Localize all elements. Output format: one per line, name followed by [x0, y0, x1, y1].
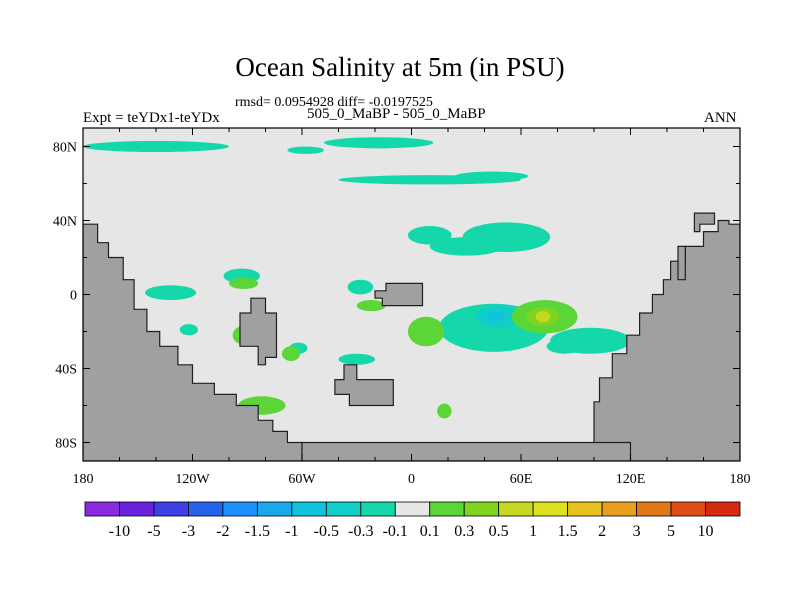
colorbar-box	[394, 501, 431, 517]
colorbar-box	[429, 501, 465, 517]
land-island-a	[239, 297, 278, 366]
anomaly-green-2	[356, 300, 386, 312]
colorbar-box	[325, 501, 362, 517]
colorbar-box	[153, 501, 189, 517]
anomaly-tropic-w-1	[145, 285, 197, 301]
colorbar-label: -0.5	[314, 523, 339, 540]
x-tick-label: 60E	[510, 472, 533, 487]
anomaly-arctic-band-2	[323, 137, 434, 149]
colorbar-box	[670, 501, 706, 517]
colorbar-box	[222, 501, 258, 517]
experiment-label: Expt = teYDx1-teYDx	[83, 110, 220, 126]
land-island-e	[677, 245, 686, 281]
colorbar-label: 0.3	[454, 523, 474, 540]
colorbar-label: -1.5	[245, 523, 270, 540]
x-tick-label: 60W	[288, 472, 316, 487]
colorbar-label: -3	[182, 523, 195, 540]
field-layer	[83, 137, 740, 461]
colorbar-box	[498, 501, 534, 517]
x-tick-label: 120W	[175, 472, 210, 487]
colorbar-label: -10	[109, 523, 130, 540]
anomaly-arctic-band-4	[455, 171, 529, 181]
colorbar-box	[188, 501, 224, 517]
stats-line: rmsd= 0.0954928 diff= -0.0197525	[235, 95, 433, 110]
colorbar-label: 2	[598, 523, 606, 540]
colorbar-box	[256, 501, 293, 517]
land-island-b	[334, 364, 394, 407]
colorbar-box	[84, 501, 120, 517]
anomaly-green-4	[281, 346, 301, 362]
anomaly-green-5	[407, 316, 445, 347]
colorbar-label: -0.3	[348, 523, 373, 540]
anomaly-tropic-w-6	[338, 353, 375, 365]
y-tick-label: 80S	[55, 437, 77, 452]
land-island-c	[374, 282, 424, 307]
colorbar-box	[119, 501, 155, 517]
anomaly-east-3	[546, 338, 584, 354]
y-tick-label: 80N	[53, 141, 77, 156]
chart-title: Ocean Salinity at 5m (in PSU)	[235, 52, 565, 82]
colorbar-box	[601, 501, 637, 517]
land-island-d	[693, 212, 716, 233]
y-tick-label: 40S	[55, 363, 77, 378]
anomaly-green-1	[229, 277, 259, 289]
colorbar-label: -1	[285, 523, 298, 540]
anomaly-green-9	[437, 403, 452, 419]
colorbar-box	[291, 501, 327, 517]
colorbar-box	[705, 501, 741, 517]
colorbar-label: 0.5	[489, 523, 509, 540]
colorbar-label: 3	[633, 523, 641, 540]
y-tick-label: 0	[70, 289, 77, 304]
anomaly-blue-core-2	[486, 312, 505, 322]
colorbar-label: 0.1	[420, 523, 440, 540]
x-tick-label: 180	[730, 472, 751, 487]
colorbar-box	[636, 501, 672, 517]
y-tick-label: 40N	[53, 215, 77, 230]
case-label: 505_0_MaBP - 505_0_MaBP	[307, 106, 486, 122]
anomaly-arctic-band-5	[287, 146, 324, 154]
anomaly-yellow-core-2	[535, 311, 551, 323]
colorbar-box	[532, 501, 569, 517]
anomaly-arctic-band-1	[83, 140, 229, 153]
colorbar-label: -2	[216, 523, 229, 540]
colorbar-label: -0.1	[383, 523, 408, 540]
anomaly-tropic-w-3	[347, 279, 374, 295]
colorbar-label: 10	[698, 523, 714, 540]
land-antarctica-rim	[301, 441, 632, 461]
x-tick-label: 0	[408, 472, 415, 487]
x-tick-label: 120E	[616, 472, 646, 487]
colorbar-box	[360, 501, 396, 517]
colorbar-label: -5	[147, 523, 160, 540]
anomaly-tropic-w-4	[179, 324, 198, 336]
x-tick-label: 180	[73, 472, 94, 487]
colorbar-label: 1	[529, 523, 537, 540]
colorbar-label: 5	[667, 523, 675, 540]
land-south-america	[83, 223, 303, 461]
colorbar-box	[463, 501, 500, 517]
colorbar-box	[567, 501, 603, 517]
anomaly-midlat-n-3	[429, 237, 503, 256]
land-africa	[593, 219, 740, 461]
season-label: ANN	[704, 110, 737, 126]
colorbar-label: 1.5	[558, 523, 578, 540]
